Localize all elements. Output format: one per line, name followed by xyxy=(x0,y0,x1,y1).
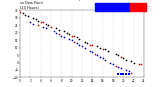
Point xyxy=(19,11,21,13)
Point xyxy=(127,74,130,75)
Text: ·: · xyxy=(148,4,150,9)
Text: Milwaukee Weather Outdoor Temperature
vs Dew Point
(24 Hours): Milwaukee Weather Outdoor Temperature vs… xyxy=(20,0,94,10)
Point xyxy=(70,39,73,41)
Point xyxy=(132,62,135,63)
Point xyxy=(138,63,140,65)
Point xyxy=(117,74,120,75)
Point xyxy=(76,42,78,44)
Point xyxy=(65,32,68,33)
Point xyxy=(55,32,57,33)
Point xyxy=(88,44,91,45)
Point xyxy=(34,19,37,20)
Point xyxy=(78,44,81,45)
Point xyxy=(68,38,70,39)
Point xyxy=(91,44,94,45)
Point xyxy=(104,59,107,60)
Point xyxy=(122,57,125,59)
Point xyxy=(42,26,44,27)
Point xyxy=(122,74,125,75)
Point xyxy=(83,47,86,48)
Point xyxy=(107,50,109,51)
Point xyxy=(130,60,132,62)
Point xyxy=(32,17,34,19)
Point xyxy=(57,34,60,35)
Point xyxy=(88,50,91,51)
Point xyxy=(125,59,127,60)
Point xyxy=(44,28,47,29)
Point xyxy=(26,16,29,17)
Point xyxy=(117,66,120,68)
Point xyxy=(32,23,34,25)
Point xyxy=(60,35,63,36)
Point xyxy=(29,22,32,23)
Point xyxy=(125,74,127,75)
Point xyxy=(70,35,73,36)
Point xyxy=(39,22,42,23)
Point xyxy=(57,29,60,30)
Point xyxy=(21,13,24,14)
Point xyxy=(78,38,81,39)
Point xyxy=(63,31,65,32)
Point xyxy=(117,54,120,56)
Point xyxy=(99,56,101,57)
Point xyxy=(120,56,122,57)
Point xyxy=(68,34,70,35)
Point xyxy=(24,14,26,16)
Point xyxy=(37,20,39,22)
Point xyxy=(63,37,65,38)
Point xyxy=(73,41,76,42)
Point xyxy=(73,35,76,36)
Point xyxy=(50,26,52,27)
Point xyxy=(86,42,88,44)
Point xyxy=(104,48,107,50)
Point xyxy=(83,41,86,42)
Point xyxy=(96,46,99,47)
Point xyxy=(52,31,55,32)
Point xyxy=(120,68,122,69)
Point xyxy=(91,51,94,53)
Point xyxy=(42,22,44,23)
Point xyxy=(109,62,112,63)
Point xyxy=(96,54,99,56)
Point xyxy=(44,23,47,25)
Point xyxy=(94,53,96,54)
Point xyxy=(101,48,104,50)
Point xyxy=(81,46,83,47)
Point xyxy=(125,69,127,71)
Point xyxy=(130,72,132,74)
Point xyxy=(140,63,143,65)
Point xyxy=(101,57,104,59)
Point xyxy=(76,37,78,38)
Point xyxy=(114,53,117,54)
Point xyxy=(99,47,101,48)
Point xyxy=(127,71,130,72)
Point xyxy=(55,28,57,29)
Point xyxy=(47,25,50,26)
Point xyxy=(120,74,122,75)
Point xyxy=(112,63,114,65)
Point xyxy=(37,25,39,26)
Point xyxy=(114,65,117,66)
